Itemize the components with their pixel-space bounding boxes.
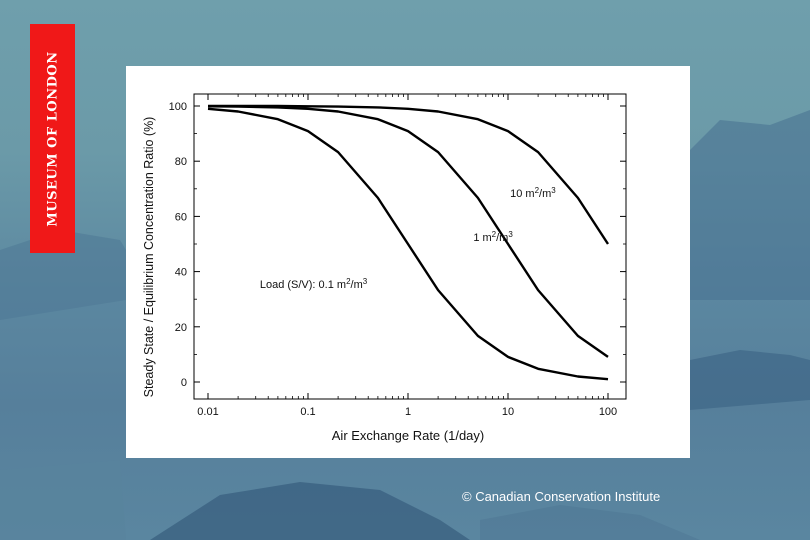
y-tick-label: 100 — [169, 101, 187, 113]
series-line-high-load — [208, 104, 610, 245]
y-tick-label: 20 — [175, 322, 187, 334]
x-tick-label: 10 — [502, 406, 514, 418]
series-group — [207, 104, 610, 381]
annotation-sup2: 3 — [551, 186, 556, 195]
chart-panel: 0.01 0.1 1 10 100 0 20 40 60 80 100 Load (S/V): 0… — [126, 66, 690, 458]
annotation-prefix: 1 m — [473, 232, 491, 244]
y-tick-label: 0 — [181, 377, 187, 389]
x-axis-title: Air Exchange Rate (1/day) — [332, 428, 484, 443]
series-line-low-load — [207, 107, 609, 381]
y-axis: 0 20 40 60 80 100 — [169, 101, 626, 389]
annotation-mid: /m — [496, 232, 508, 244]
x-tick-label: 0.1 — [300, 406, 315, 418]
annotation-sup1: 2 — [492, 230, 497, 239]
annotation-mid: /m — [539, 188, 551, 200]
series-annotation: 10 m2/m3 — [510, 186, 556, 200]
y-tick-label: 40 — [175, 267, 187, 279]
logo-text: MUSEUM OF LONDON — [45, 50, 60, 227]
x-tick-label: 100 — [599, 406, 617, 418]
line-chart: 0.01 0.1 1 10 100 0 20 40 60 80 100 Load (S/V): 0… — [142, 93, 627, 443]
series-line-mid-load — [207, 105, 609, 358]
annotation-prefix: Load (S/V): 0.1 m — [260, 279, 346, 291]
annotation-sup2: 3 — [363, 277, 368, 286]
x-axis: 0.01 0.1 1 10 100 — [197, 94, 617, 418]
annotation-sup1: 2 — [346, 277, 351, 286]
y-tick-label: 80 — [175, 156, 187, 168]
annotation-prefix: 10 m — [510, 188, 534, 200]
series-annotation: Load (S/V): 0.1 m2/m3 — [260, 277, 368, 291]
x-tick-label: 0.01 — [197, 406, 218, 418]
credit-text: © Canadian Conservation Institute — [462, 489, 661, 504]
series-annotation: 1 m2/m3 — [473, 230, 513, 244]
x-tick-label: 1 — [405, 406, 411, 418]
plot-frame — [193, 93, 627, 400]
y-tick-label: 60 — [175, 211, 187, 223]
museum-logo: MUSEUM OF LONDON — [30, 24, 75, 253]
annotation-sup1: 2 — [535, 186, 540, 195]
annotation-mid: /m — [351, 279, 363, 291]
y-axis-title: Steady State / Equilibrium Concentration… — [142, 117, 156, 398]
annotation-sup2: 3 — [508, 230, 513, 239]
